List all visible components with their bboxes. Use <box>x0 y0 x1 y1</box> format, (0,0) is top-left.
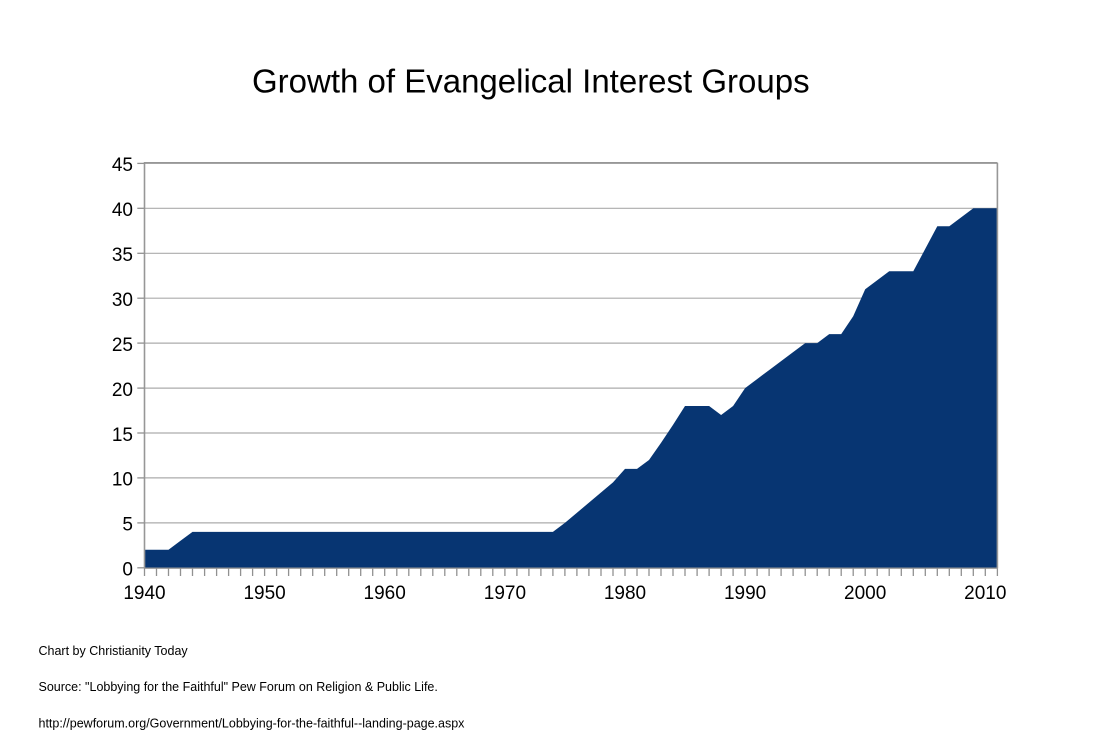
svg-text:45: 45 <box>112 155 133 176</box>
svg-text:30: 30 <box>112 290 133 311</box>
svg-text:0: 0 <box>122 560 133 581</box>
svg-text:1970: 1970 <box>484 583 526 604</box>
svg-text:2010: 2010 <box>964 583 1006 604</box>
svg-text:35: 35 <box>112 245 133 266</box>
svg-text:Source: "Lobbying for the Fait: Source: "Lobbying for the Faithful" Pew … <box>39 680 438 694</box>
svg-text:Growth of Evangelical Interest: Growth of Evangelical Interest Groups <box>252 62 810 99</box>
svg-text:Chart by Christianity Today: Chart by Christianity Today <box>39 644 189 658</box>
svg-text:2000: 2000 <box>844 583 886 604</box>
svg-text:10: 10 <box>112 470 133 491</box>
svg-text:1990: 1990 <box>724 583 766 604</box>
svg-text:1980: 1980 <box>604 583 646 604</box>
svg-text:1940: 1940 <box>123 583 165 604</box>
svg-text:5: 5 <box>122 515 133 536</box>
svg-text:20: 20 <box>112 380 133 401</box>
svg-text:http://pewforum.org/Government: http://pewforum.org/Government/Lobbying-… <box>39 717 466 731</box>
svg-text:15: 15 <box>112 425 133 446</box>
svg-text:25: 25 <box>112 335 133 356</box>
svg-text:40: 40 <box>112 200 133 221</box>
svg-text:1960: 1960 <box>364 583 406 604</box>
svg-text:1950: 1950 <box>243 583 285 604</box>
